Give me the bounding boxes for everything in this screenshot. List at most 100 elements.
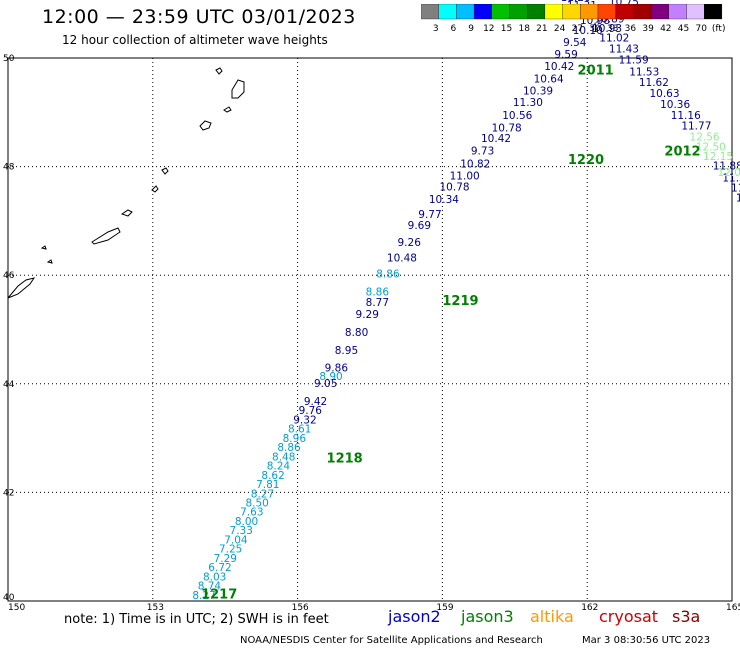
wave-height-label: 7.63	[240, 507, 263, 519]
colorbar-tick-label: 27	[572, 24, 583, 34]
wave-height-label: 9.54	[563, 37, 587, 49]
page-subtitle: 12 hour collection of altimeter wave hei…	[62, 33, 328, 47]
island-1	[215, 67, 223, 75]
colorbar-swatch	[562, 4, 581, 20]
wave-height-label: 10.34	[429, 194, 459, 206]
footer-note: note: 1) Time is in UTC; 2) SWH is in fe…	[64, 612, 329, 627]
wave-height-label: 11.54	[722, 172, 740, 184]
wave-height-label: 8.86	[277, 442, 301, 454]
wave-height-label: 9.29	[356, 309, 379, 321]
wave-height-label: 10.93	[592, 23, 622, 35]
colorbar-swatch	[421, 4, 439, 20]
colorbar-tick-label: 15	[501, 24, 512, 34]
colorbar-tick-label: 24	[554, 24, 566, 34]
wave-height-label: 10.36	[660, 99, 690, 111]
wave-height-label: 7.25	[219, 544, 242, 556]
colorbar-swatch	[527, 4, 546, 20]
wave-height-label: 9.77	[418, 209, 441, 221]
lon-tick-label: 159	[436, 603, 453, 613]
wave-height-label: 7.33	[230, 525, 253, 537]
lon-tick-label: 153	[147, 603, 164, 613]
colorbar-tick-label: 70	[695, 24, 707, 34]
wave-height-label: 9.73	[471, 146, 494, 158]
wave-height-label: 8.96	[283, 433, 307, 445]
wave-height-label: 10.78	[440, 181, 470, 193]
wave-height-label: 12.15	[703, 151, 733, 163]
mission-jason2: jason2	[388, 607, 441, 626]
wave-height-label: 11.02	[599, 33, 629, 45]
colorbar-swatch	[668, 4, 687, 20]
pass-time-label: 2011	[578, 63, 614, 78]
lat-tick-label: 42	[3, 488, 14, 498]
wave-height-label: 7.29	[214, 553, 237, 565]
wave-height-label: 10.8	[736, 192, 740, 204]
wave-height-label: 10.63	[649, 88, 679, 100]
wave-height-label: 8.61	[288, 424, 311, 436]
colorbar-swatch	[650, 4, 669, 20]
wave-height-label: 10.56	[502, 110, 532, 122]
wave-height-label: 9.26	[398, 237, 422, 249]
wave-height-label: 8.74	[198, 581, 222, 593]
wave-height-label: 11.20	[561, 0, 591, 4]
colorbar-swatch	[544, 4, 563, 20]
map-grid	[8, 58, 732, 601]
wave-height-label: 7.81	[256, 479, 279, 491]
lon-tick-label: 156	[292, 603, 309, 613]
lat-tick-label: 50	[3, 54, 15, 64]
map-tick-labels: 150 153 156 159 162 165 40 42 44 46 48 50	[3, 54, 740, 613]
island-5	[161, 167, 169, 175]
wave-height-label: 8.86	[366, 286, 390, 298]
wave-height-label: 8.00	[235, 516, 258, 528]
colorbar-swatch	[473, 4, 492, 20]
color-scale-legend: 3 6 9 12 15 18 21 24 27 30 33 36 39 42 45 70 (ft)	[421, 4, 726, 34]
wave-height-label: 9.05	[314, 378, 337, 390]
wave-height-label: 12.50	[696, 141, 726, 153]
credit-line: NOAA/NESDIS Center for Satellite Applica…	[240, 635, 543, 646]
wave-height-label: 11.88	[713, 160, 740, 172]
wave-height-label: 10.42	[544, 61, 574, 73]
colorbar-swatch	[615, 4, 634, 20]
wave-height-label: 10.78	[492, 122, 522, 134]
wave-height-label: 6.72	[208, 562, 231, 574]
island-9	[40, 245, 47, 250]
lon-tick-label: 150	[8, 603, 25, 613]
lon-tick-label: 162	[581, 603, 598, 613]
colorbar-tick-label: 42	[660, 24, 671, 34]
colorbar-tick-label: 36	[625, 24, 637, 34]
map-frame	[7, 57, 733, 602]
lat-tick-label: 46	[3, 271, 15, 281]
wave-height-label: 8.80	[345, 327, 368, 339]
colorbar-swatch	[633, 4, 652, 20]
wave-height-label: 8.48	[272, 451, 295, 463]
colorbar-swatch	[456, 4, 475, 20]
wave-height-label: 12.56	[690, 132, 720, 144]
wave-height-label: 11.16	[671, 110, 701, 122]
island-3	[223, 106, 232, 113]
island-4	[199, 120, 212, 131]
wave-height-label: 8.27	[192, 590, 215, 602]
colorbar-swatch	[509, 4, 528, 20]
pass-time-label: 1217	[201, 587, 237, 602]
wave-height-label: 8.27	[251, 488, 274, 500]
colorbar-swatch	[580, 4, 599, 20]
island-7	[120, 209, 133, 217]
colorbar-swatch	[597, 4, 616, 20]
wave-height-label: 8.03	[203, 571, 226, 583]
wave-height-label: 10.64	[534, 73, 564, 85]
wave-height-label: 8.50	[245, 498, 268, 510]
colorbar-swatch	[704, 4, 723, 20]
colorbar-tick-label: 18	[518, 24, 530, 34]
colorbar-unit: (ft)	[712, 24, 726, 34]
pass-time-label: 1220	[568, 153, 604, 168]
wave-height-label: 8.86	[376, 268, 400, 280]
wave-height-label: 9.32	[293, 414, 316, 426]
wave-height-label: 7.04	[224, 534, 248, 546]
kamchatka-coast	[7, 277, 36, 299]
colorbar-tick-label: 9	[468, 24, 474, 34]
wave-height-label: 11.00	[450, 171, 480, 183]
wave-height-label: 11.62	[639, 77, 669, 89]
pass-time-label: 2012	[664, 145, 700, 160]
mission-jason3: jason3	[461, 607, 514, 626]
page-title: 12:00 — 23:59 UTC 03/01/2023	[42, 6, 356, 28]
